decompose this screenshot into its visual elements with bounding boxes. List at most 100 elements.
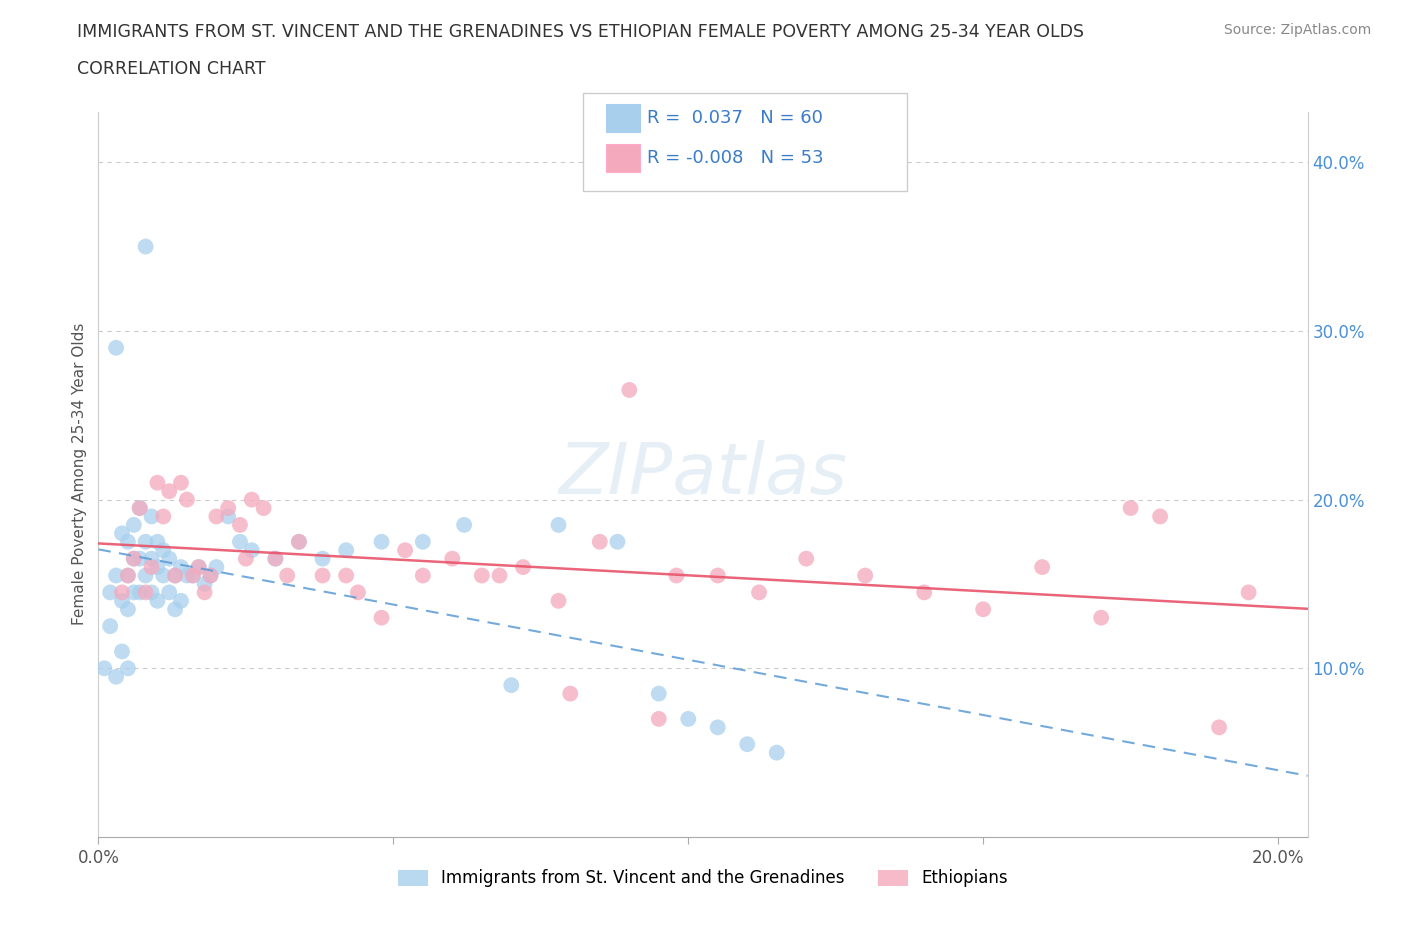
Point: [912, 585, 935, 600]
Point: [176, 568, 198, 583]
Point: [706, 720, 728, 735]
Point: [335, 543, 357, 558]
Point: [146, 535, 169, 550]
Point: [170, 475, 193, 490]
Point: [412, 535, 434, 550]
Point: [1237, 585, 1260, 600]
Point: [117, 568, 139, 583]
Point: [135, 585, 157, 600]
Point: [111, 593, 134, 608]
Point: [288, 535, 311, 550]
Point: [128, 585, 150, 600]
Point: [311, 551, 333, 566]
Point: [648, 686, 671, 701]
Point: [394, 543, 416, 558]
Point: [794, 551, 817, 566]
Y-axis label: Female Poverty Among 25-34 Year Olds: Female Poverty Among 25-34 Year Olds: [72, 323, 87, 626]
Point: [128, 500, 150, 515]
Text: IMMIGRANTS FROM ST. VINCENT AND THE GRENADINES VS ETHIOPIAN FEMALE POVERTY AMONG: IMMIGRANTS FROM ST. VINCENT AND THE GREN…: [77, 23, 1084, 41]
Point: [122, 551, 145, 566]
Point: [501, 678, 523, 693]
Point: [98, 585, 121, 600]
Point: [229, 535, 252, 550]
Point: [748, 585, 770, 600]
Point: [252, 500, 274, 515]
Point: [453, 517, 475, 532]
Point: [98, 618, 121, 633]
Point: [648, 711, 671, 726]
Point: [111, 585, 134, 600]
Point: [181, 568, 204, 583]
Point: [157, 551, 180, 566]
Point: [122, 551, 145, 566]
Point: [589, 535, 612, 550]
Point: [706, 568, 728, 583]
Point: [128, 551, 150, 566]
Point: [122, 517, 145, 532]
Point: [117, 568, 139, 583]
Point: [165, 602, 187, 617]
Point: [370, 535, 392, 550]
Point: [311, 568, 333, 583]
Point: [111, 644, 134, 658]
Point: [665, 568, 688, 583]
Point: [122, 585, 145, 600]
Point: [170, 593, 193, 608]
Point: [105, 670, 128, 684]
Text: R = -0.008   N = 53: R = -0.008 N = 53: [647, 149, 824, 167]
Point: [200, 568, 222, 583]
Text: R =  0.037   N = 60: R = 0.037 N = 60: [647, 109, 823, 127]
Point: [471, 568, 494, 583]
Point: [264, 551, 287, 566]
Point: [441, 551, 464, 566]
Point: [488, 568, 510, 583]
Point: [146, 475, 169, 490]
Point: [117, 602, 139, 617]
Point: [217, 500, 239, 515]
Point: [240, 492, 263, 507]
Point: [765, 745, 787, 760]
Point: [187, 560, 209, 575]
Point: [1208, 720, 1230, 735]
Point: [560, 686, 582, 701]
Point: [217, 509, 239, 524]
Point: [288, 535, 311, 550]
Point: [194, 577, 217, 591]
Point: [547, 517, 569, 532]
Point: [176, 492, 198, 507]
Point: [157, 585, 180, 600]
Point: [276, 568, 298, 583]
Point: [135, 568, 157, 583]
Point: [200, 568, 222, 583]
Point: [146, 593, 169, 608]
Point: [347, 585, 370, 600]
Point: [117, 535, 139, 550]
Text: Source: ZipAtlas.com: Source: ZipAtlas.com: [1223, 23, 1371, 37]
Point: [141, 509, 163, 524]
Point: [105, 568, 128, 583]
Point: [152, 543, 174, 558]
Point: [141, 551, 163, 566]
Point: [181, 568, 204, 583]
Point: [93, 661, 115, 676]
Point: [1119, 500, 1142, 515]
Point: [335, 568, 357, 583]
Point: [152, 509, 174, 524]
Point: [157, 484, 180, 498]
Point: [135, 239, 157, 254]
Point: [370, 610, 392, 625]
Point: [135, 535, 157, 550]
Point: [205, 509, 228, 524]
Point: [1149, 509, 1171, 524]
Point: [194, 585, 217, 600]
Point: [141, 560, 163, 575]
Point: [264, 551, 287, 566]
Point: [547, 593, 569, 608]
Point: [165, 568, 187, 583]
Point: [606, 535, 628, 550]
Legend: Immigrants from St. Vincent and the Grenadines, Ethiopians: Immigrants from St. Vincent and the Gren…: [391, 863, 1015, 894]
Point: [152, 568, 174, 583]
Point: [512, 560, 534, 575]
Point: [235, 551, 257, 566]
Text: ZIPatlas: ZIPatlas: [558, 440, 848, 509]
